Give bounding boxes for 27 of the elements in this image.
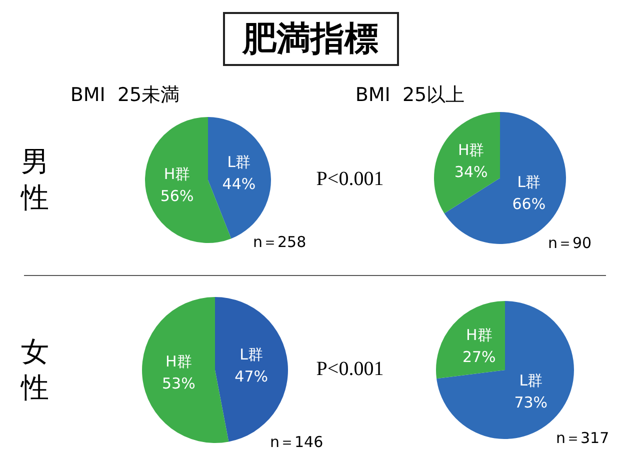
slice-label: L群: [227, 152, 251, 171]
text: n＝90: [548, 234, 592, 253]
data-label: 47%: [234, 367, 268, 386]
slice-label: H群: [458, 140, 484, 159]
slice-label: L群: [240, 345, 264, 364]
slice-label: L群: [517, 172, 541, 191]
data-label: 73%: [514, 394, 548, 412]
slice-label: H群: [466, 326, 492, 344]
text: n＝146: [270, 433, 324, 452]
data-label: 66%: [512, 194, 546, 213]
slice-label: L群: [519, 372, 543, 390]
text: n＝317: [556, 429, 610, 448]
text: P<0.001: [315, 168, 385, 191]
data-label: 34%: [454, 162, 488, 181]
data-label: 53%: [162, 374, 196, 392]
chart-subtitle: BMI 25以上: [354, 83, 466, 108]
slice-label: H群: [164, 164, 190, 183]
data-label: 56%: [160, 186, 194, 205]
text: 男性: [20, 144, 50, 216]
text: n＝258: [253, 233, 306, 252]
slice-label: H群: [166, 352, 192, 370]
data-label: 44%: [222, 174, 256, 193]
chart-subtitle: BMI 25未満: [69, 83, 181, 108]
data-label: 27%: [462, 348, 496, 366]
text: P<0.001: [315, 358, 385, 381]
text: 女性: [20, 334, 50, 406]
chart-title: 肥満指標: [222, 12, 398, 66]
